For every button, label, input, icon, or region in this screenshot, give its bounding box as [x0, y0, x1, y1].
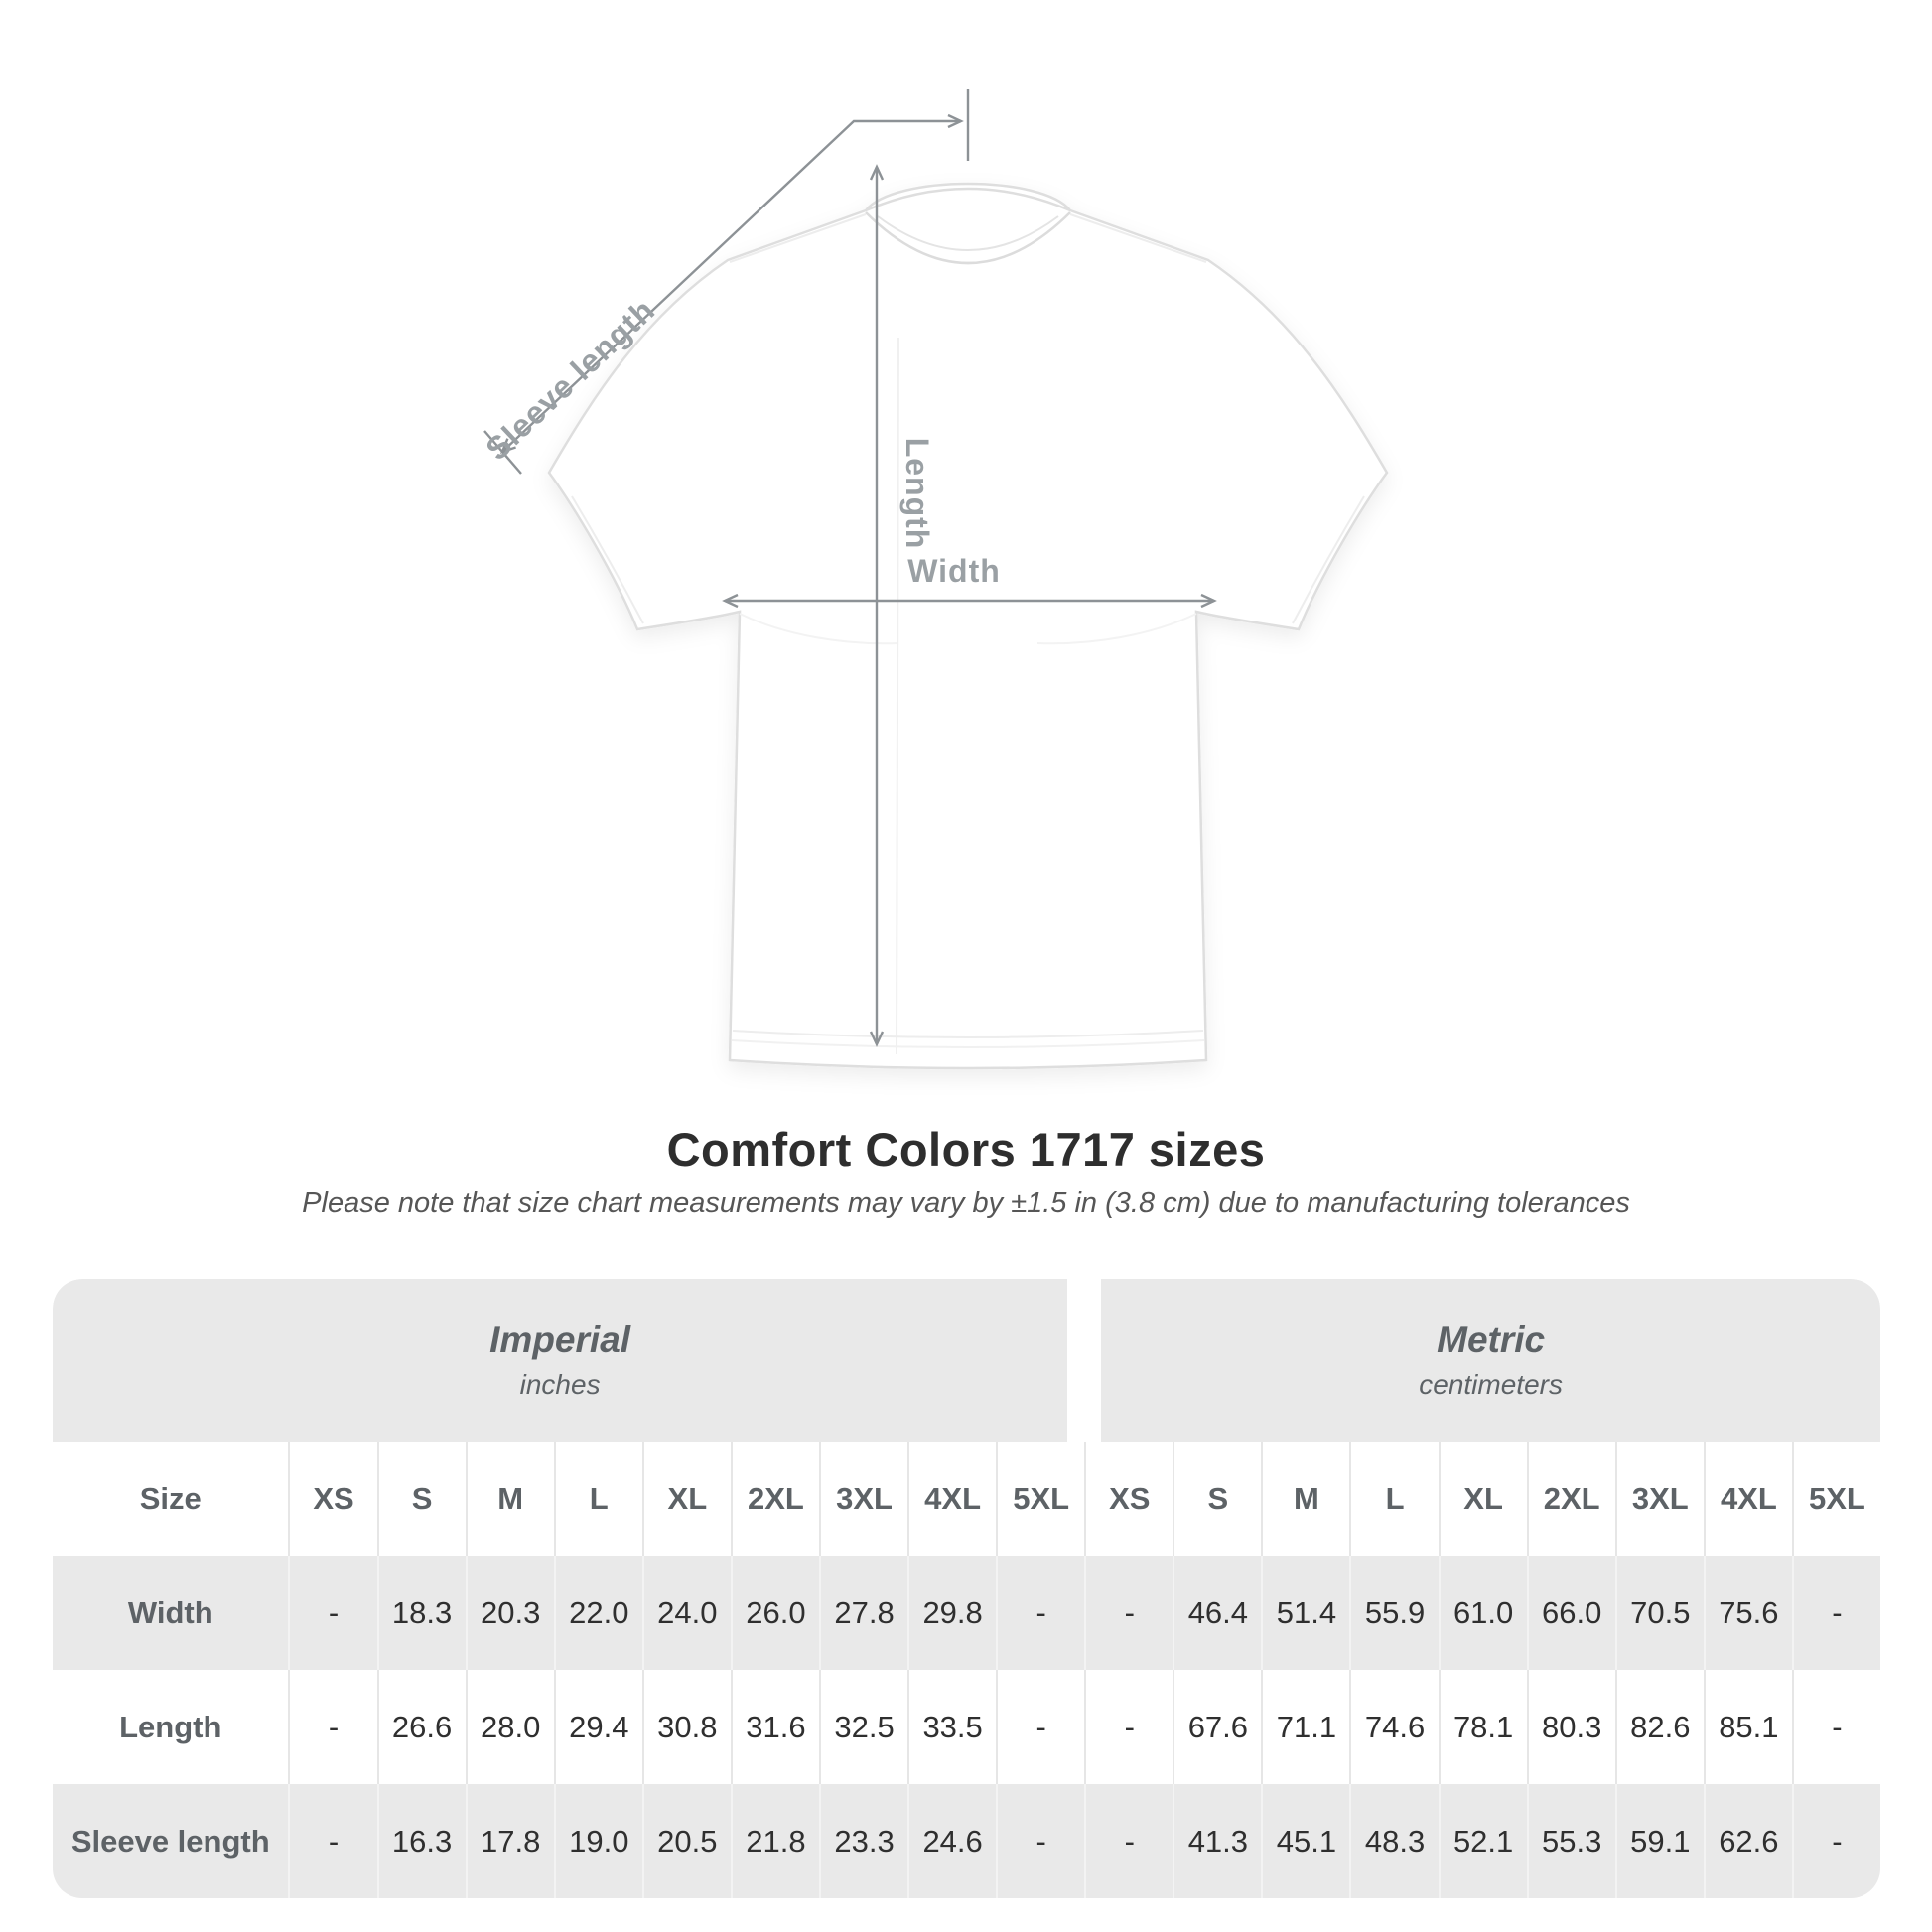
- size-column-header: M: [465, 1442, 554, 1556]
- measurement-cell: 41.3: [1173, 1784, 1261, 1898]
- measurement-cell: -: [1084, 1556, 1173, 1670]
- measurement-cell: -: [996, 1556, 1084, 1670]
- size-column-header: S: [376, 1442, 466, 1556]
- measurement-cell: 24.0: [641, 1556, 731, 1670]
- measurement-cell: 51.4: [1261, 1556, 1349, 1670]
- measurement-cell: 18.3: [376, 1556, 466, 1670]
- size-column-header: 3XL: [818, 1442, 907, 1556]
- size-header-cell: Size: [139, 1480, 202, 1516]
- measurement-cell: 22.0: [553, 1556, 642, 1670]
- tolerance-note: Please note that size chart measurements…: [302, 1187, 1630, 1219]
- measurement-cell: 16.3: [376, 1784, 466, 1898]
- metric-group-header: Metric centimeters: [1101, 1279, 1880, 1442]
- measurement-cell: 55.3: [1526, 1784, 1615, 1898]
- size-column-header: L: [1349, 1442, 1438, 1556]
- metric-group-name: Metric: [1437, 1319, 1546, 1360]
- measurement-cell: 21.8: [730, 1784, 819, 1898]
- measurement-cell: -: [288, 1784, 376, 1898]
- imperial-group-unit: inches: [519, 1369, 601, 1400]
- measurement-cell: -: [1791, 1670, 1880, 1784]
- measurement-cell: 74.6: [1349, 1670, 1438, 1784]
- measurement-cell: 31.6: [730, 1670, 819, 1784]
- measurement-cell: 29.4: [553, 1670, 642, 1784]
- size-column-header: S: [1173, 1442, 1261, 1556]
- measurement-cell: -: [996, 1670, 1084, 1784]
- page-title: Comfort Colors 1717 sizes: [666, 1123, 1266, 1175]
- size-table: Imperial inches Metric centimeters Size …: [53, 1279, 1880, 1898]
- tshirt-measurement-diagram: Sleeve length Length Width: [479, 89, 1389, 1070]
- measurement-cell: 26.6: [376, 1670, 466, 1784]
- measurement-cell: 28.0: [465, 1670, 554, 1784]
- measurement-cell: 46.4: [1173, 1556, 1261, 1670]
- table-row-sleeve-length: Sleeve length -16.3 17.8 19.0 20.5 21.8 23.3 2…: [53, 1784, 1880, 1898]
- imperial-group-header: Imperial inches: [53, 1279, 1068, 1442]
- measurement-cell: 85.1: [1703, 1670, 1792, 1784]
- length-label: Length: [899, 438, 935, 550]
- size-column-header: XL: [1438, 1442, 1527, 1556]
- measurement-cell: 61.0: [1438, 1556, 1527, 1670]
- row-label-sleeve-length: Sleeve length: [70, 1823, 270, 1859]
- measurement-cell: 48.3: [1349, 1784, 1438, 1898]
- size-header-row: Size XS S M L XL 2XL 3XL 4XL 5XL XS S M L XL 2XL 3XL 4XL…: [53, 1442, 1880, 1556]
- measurement-cell: 17.8: [465, 1784, 554, 1898]
- size-column-header: L: [553, 1442, 642, 1556]
- tshirt-diagram-svg: Sleeve length Length Width: [479, 89, 1389, 1070]
- measurement-cell: 30.8: [641, 1670, 731, 1784]
- measurement-cell: -: [288, 1556, 376, 1670]
- measurement-cell: 20.3: [465, 1556, 554, 1670]
- measurement-cell: 78.1: [1438, 1670, 1527, 1784]
- measurement-cell: 24.6: [907, 1784, 996, 1898]
- unit-group-band: Imperial inches Metric centimeters: [53, 1279, 1880, 1442]
- size-column-header: XL: [641, 1442, 731, 1556]
- measurement-cell: 45.1: [1261, 1784, 1349, 1898]
- imperial-group-name: Imperial: [489, 1319, 631, 1360]
- size-column-header: XS: [1084, 1442, 1173, 1556]
- measurement-cell: 70.5: [1614, 1556, 1704, 1670]
- measurement-cell: 55.9: [1349, 1556, 1438, 1670]
- tshirt-illustration: [547, 182, 1389, 1070]
- size-column-header: 5XL: [1791, 1442, 1880, 1556]
- measurement-cell: -: [1084, 1670, 1173, 1784]
- metric-group-unit: centimeters: [1419, 1369, 1563, 1400]
- size-column-header: 4XL: [1703, 1442, 1792, 1556]
- measurement-cell: -: [996, 1784, 1084, 1898]
- measurement-cell: 82.6: [1614, 1670, 1704, 1784]
- measurement-cell: 80.3: [1526, 1670, 1615, 1784]
- measurement-cell: -: [1791, 1784, 1880, 1898]
- measurement-cell: 59.1: [1614, 1784, 1704, 1898]
- measurement-cell: 52.1: [1438, 1784, 1527, 1898]
- measurement-cell: 23.3: [818, 1784, 907, 1898]
- sleeve-length-arrow: [499, 113, 964, 454]
- measurement-cell: -: [288, 1670, 376, 1784]
- size-column-header: 3XL: [1614, 1442, 1704, 1556]
- size-column-header: XS: [288, 1442, 376, 1556]
- measurement-cell: 71.1: [1261, 1670, 1349, 1784]
- measurement-cell: 33.5: [907, 1670, 996, 1784]
- size-column-header: 2XL: [1526, 1442, 1615, 1556]
- measurement-cell: 26.0: [730, 1556, 819, 1670]
- row-label-width: Width: [127, 1594, 213, 1630]
- size-column-header: 4XL: [907, 1442, 996, 1556]
- measurement-cell: 62.6: [1703, 1784, 1792, 1898]
- measurement-cell: 66.0: [1526, 1556, 1615, 1670]
- table-row-width: Width -18.3 20.3 22.0 24.0 26.0 27.8 29.8- -46.…: [53, 1556, 1880, 1670]
- row-label-length: Length: [119, 1709, 222, 1744]
- measurement-cell: 29.8: [907, 1556, 996, 1670]
- measurement-cell: -: [1791, 1556, 1880, 1670]
- table-row-length: Length -26.6 28.0 29.4 30.8 31.6 32.5 33.5- -67…: [53, 1670, 1880, 1784]
- width-label: Width: [907, 553, 1001, 589]
- measurement-cell: 67.6: [1173, 1670, 1261, 1784]
- measurement-cell: 75.6: [1703, 1556, 1792, 1670]
- sleeve-length-dimension: [483, 89, 970, 475]
- measurement-cell: 27.8: [818, 1556, 907, 1670]
- measurement-cell: 19.0: [553, 1784, 642, 1898]
- measurement-cell: 20.5: [641, 1784, 731, 1898]
- size-column-header: 2XL: [730, 1442, 819, 1556]
- size-column-header: 5XL: [996, 1442, 1084, 1556]
- measurement-cell: 32.5: [818, 1670, 907, 1784]
- size-column-header: M: [1261, 1442, 1349, 1556]
- measurement-cell: -: [1084, 1784, 1173, 1898]
